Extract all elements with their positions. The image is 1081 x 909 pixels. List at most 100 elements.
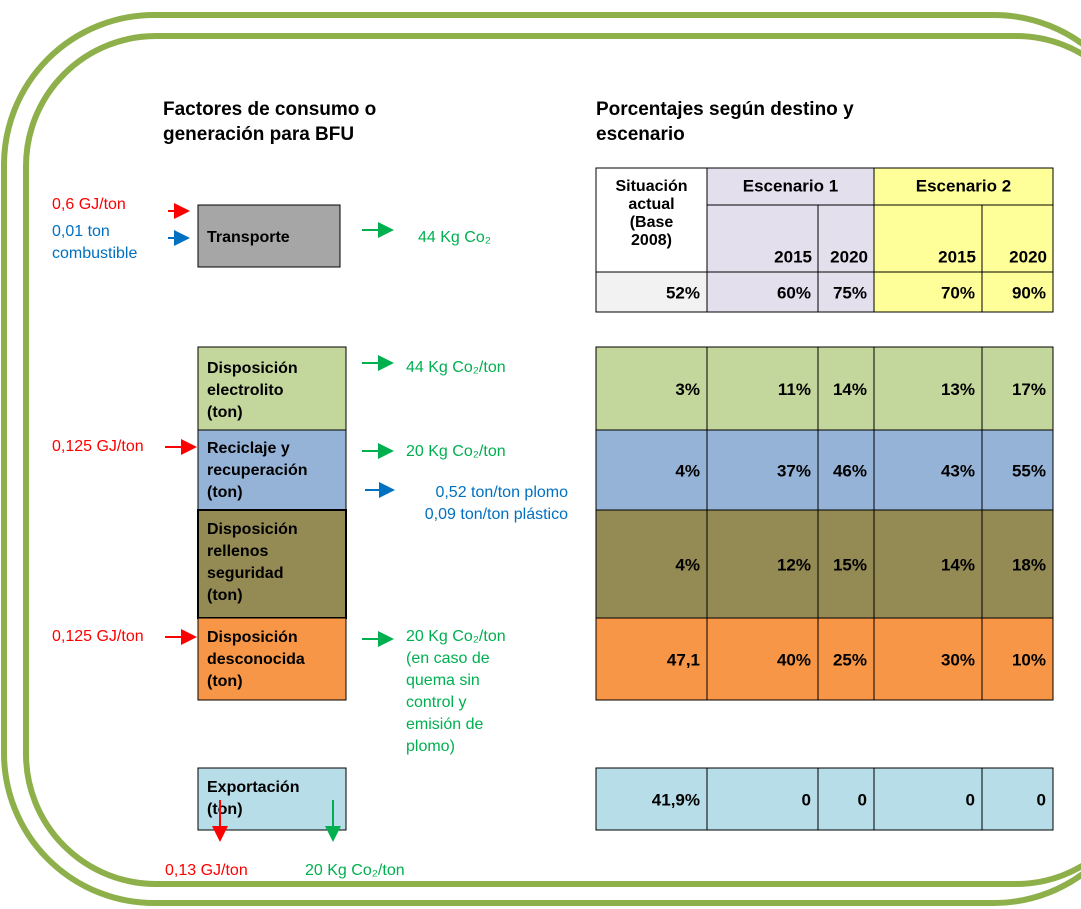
table-cell — [595, 617, 708, 701]
table-value: 60% — [777, 283, 811, 302]
annotation: (en caso de — [406, 650, 490, 667]
table-value: 0 — [966, 790, 975, 809]
box-label: Disposición — [207, 521, 298, 538]
table-value: 0 — [802, 790, 811, 809]
table-value: 90% — [1012, 283, 1046, 302]
box-label: seguridad — [207, 565, 283, 582]
table-cell — [873, 167, 1054, 206]
outer-border — [1, 12, 1081, 906]
table-cell — [595, 429, 708, 511]
table-cell — [873, 617, 983, 701]
table-cell — [981, 204, 1054, 273]
table-cell — [595, 271, 708, 313]
table-value: 37% — [777, 461, 811, 480]
table-value: 25% — [833, 650, 867, 669]
annotation: quema sin — [406, 672, 480, 689]
table-value: 30% — [941, 650, 975, 669]
annotation: plomo) — [406, 738, 455, 755]
box-label: recuperación — [207, 462, 307, 479]
table-value: 0 — [1037, 790, 1046, 809]
table-cell — [981, 509, 1054, 619]
annotation: 0,125 GJ/ton — [52, 628, 144, 645]
process-box — [197, 617, 347, 701]
annotation: 44 Kg Co₂/ton — [406, 359, 506, 376]
box-label: Exportación — [207, 779, 299, 796]
table-value: 0 — [858, 790, 867, 809]
year-header: 2020 — [1009, 247, 1047, 266]
table-value: 41,9% — [652, 790, 700, 809]
annotation: 0,13 GJ/ton — [165, 862, 248, 879]
table-value: 55% — [1012, 461, 1046, 480]
table-value: 12% — [777, 555, 811, 574]
table-value: 18% — [1012, 555, 1046, 574]
box-label: (ton) — [207, 673, 243, 690]
table-cell — [981, 346, 1054, 431]
box-label: rellenos — [207, 543, 268, 560]
table-cell — [873, 271, 983, 313]
table-cell — [817, 617, 875, 701]
heading: Porcentajes según destino y — [596, 99, 854, 120]
annotation: 0,125 GJ/ton — [52, 438, 144, 455]
table-cell — [817, 429, 875, 511]
annotation: 0,6 GJ/ton — [52, 196, 126, 213]
table-value: 52% — [666, 283, 700, 302]
table-cell — [706, 271, 819, 313]
table-cell — [873, 346, 983, 431]
table-cell — [706, 204, 819, 273]
table-value: 3% — [675, 380, 700, 399]
heading: escenario — [596, 124, 685, 145]
annotation: control y — [406, 694, 466, 711]
table-cell — [706, 617, 819, 701]
table-value: 46% — [833, 461, 867, 480]
table-cell — [706, 767, 819, 831]
table-value: 13% — [941, 380, 975, 399]
process-box — [197, 346, 347, 431]
header-cell: 2008) — [631, 232, 672, 249]
table-cell — [873, 509, 983, 619]
heading: Factores de consumo o — [163, 99, 376, 120]
table-cell — [595, 167, 708, 273]
table-value: 14% — [941, 555, 975, 574]
table-value: 14% — [833, 380, 867, 399]
box-label: (ton) — [207, 587, 243, 604]
header-cell: (Base — [630, 214, 674, 231]
process-box — [197, 767, 347, 831]
table-value: 75% — [833, 283, 867, 302]
table-value: 43% — [941, 461, 975, 480]
table-value: 11% — [778, 380, 811, 399]
box-label: Disposición — [207, 629, 298, 646]
table-value: 17% — [1012, 380, 1046, 399]
scenario-header: Escenario 1 — [743, 176, 838, 195]
table-cell — [873, 767, 983, 831]
annotation: 0,01 ton — [52, 223, 110, 240]
table-cell — [706, 429, 819, 511]
scenario-header: Escenario 2 — [916, 176, 1011, 195]
box-label: desconocida — [207, 651, 305, 668]
table-cell — [706, 346, 819, 431]
box-label: Disposición — [207, 360, 298, 377]
table-value: 4% — [675, 555, 700, 574]
table-value: 4% — [675, 461, 700, 480]
table-value: 10% — [1012, 650, 1046, 669]
table-cell — [981, 767, 1054, 831]
table-value: 47,1 — [667, 650, 700, 669]
box-label: (ton) — [207, 404, 243, 421]
table-cell — [981, 429, 1054, 511]
annotation: 20 Kg Co₂/ton — [305, 862, 405, 879]
table-cell — [817, 271, 875, 313]
annotation: combustible — [52, 245, 137, 262]
table-value: 70% — [941, 283, 975, 302]
table-cell — [981, 271, 1054, 313]
table-value: 15% — [833, 555, 867, 574]
header-cell: actual — [628, 196, 674, 213]
annotation: 20 Kg Co₂/ton — [406, 443, 506, 460]
table-cell — [595, 346, 708, 431]
year-header: 2015 — [774, 247, 812, 266]
process-box — [197, 204, 341, 268]
box-label: electrolito — [207, 382, 284, 399]
heading: generación para BFU — [163, 124, 354, 145]
process-box — [197, 429, 347, 511]
box-label: Transporte — [207, 229, 290, 246]
table-cell — [981, 617, 1054, 701]
